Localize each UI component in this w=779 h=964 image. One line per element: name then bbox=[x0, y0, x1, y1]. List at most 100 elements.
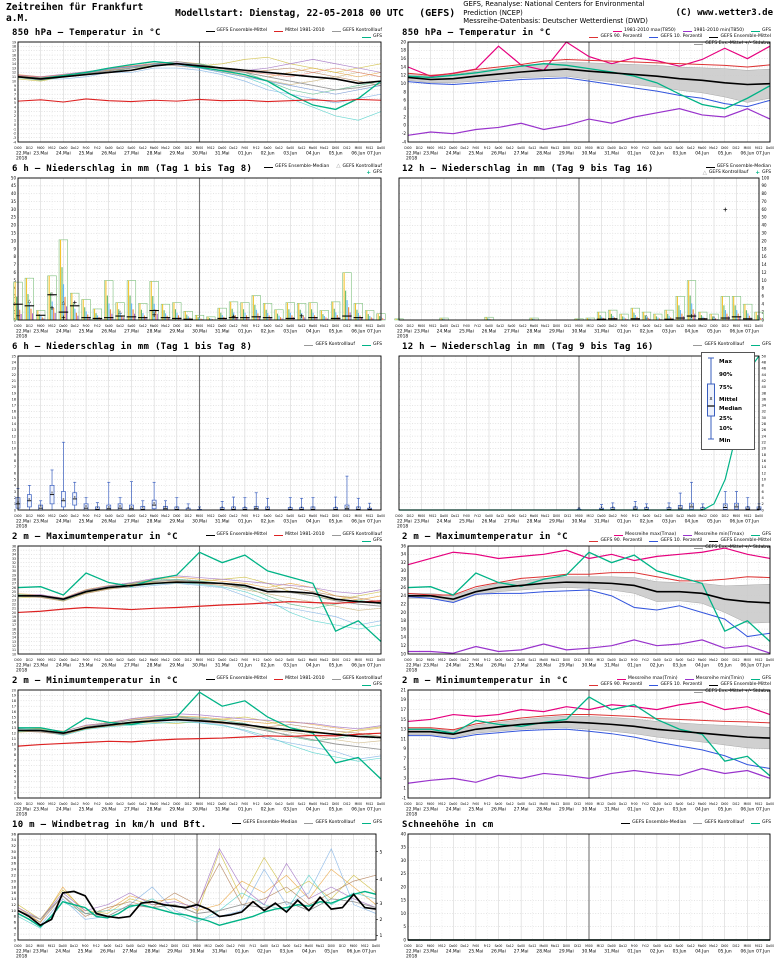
svg-text:42: 42 bbox=[762, 379, 767, 383]
svg-text:Fr00: Fr00 bbox=[83, 658, 90, 662]
svg-text:Mi12: Mi12 bbox=[366, 802, 373, 806]
svg-text:Fr12: Fr12 bbox=[94, 658, 101, 662]
svg-text:01.Jun: 01.Jun bbox=[238, 519, 252, 525]
svg-text:34: 34 bbox=[401, 552, 407, 557]
svg-text:2: 2 bbox=[403, 114, 406, 119]
svg-text:Mi00: Mi00 bbox=[418, 324, 425, 328]
line-swatch-icon bbox=[274, 31, 283, 32]
svg-text:Mo12: Mo12 bbox=[161, 658, 170, 662]
svg-text:03.Jun: 03.Jun bbox=[662, 329, 676, 335]
svg-text:48: 48 bbox=[762, 360, 767, 364]
svg-text:Mo12: Mo12 bbox=[541, 324, 550, 328]
svg-text:16: 16 bbox=[12, 710, 16, 714]
svg-text:24.Mai: 24.Mai bbox=[56, 807, 71, 813]
svg-text:30: 30 bbox=[401, 568, 407, 573]
svg-text:Mo12: Mo12 bbox=[551, 658, 560, 662]
panel-precip-6h-boxplot: 6 h – Niederschlag in mm (Tag 1 bis Tag … bbox=[0, 340, 390, 530]
svg-text:23.Mai: 23.Mai bbox=[414, 519, 429, 525]
svg-text:Di00: Di00 bbox=[332, 514, 339, 518]
panel-wind-10m: 10 m – Windbetrag in km/h und Bft.GEFS E… bbox=[0, 818, 390, 960]
svg-text:4: 4 bbox=[762, 302, 765, 307]
svg-text:Mo12: Mo12 bbox=[709, 658, 718, 662]
svg-text:Sa12: Sa12 bbox=[664, 944, 672, 948]
svg-text:Do12: Do12 bbox=[229, 514, 237, 518]
svg-text:Sa00: Sa00 bbox=[653, 944, 661, 948]
legend-label: GFS bbox=[762, 820, 771, 826]
svg-text:Di00: Di00 bbox=[395, 514, 402, 518]
svg-text:Di00: Di00 bbox=[404, 658, 411, 662]
svg-text:Di00: Di00 bbox=[332, 324, 339, 328]
svg-text:+: + bbox=[72, 299, 77, 306]
line-swatch-icon bbox=[751, 345, 760, 346]
svg-text:Mo12: Mo12 bbox=[320, 658, 329, 662]
svg-text:Do00: Do00 bbox=[766, 802, 774, 806]
panel-title: Schneehöhe in cm bbox=[402, 820, 494, 830]
svg-text:Do00: Do00 bbox=[597, 324, 605, 328]
svg-text:04.Jun: 04.Jun bbox=[306, 807, 320, 813]
svg-text:Sa12: Sa12 bbox=[506, 944, 514, 948]
svg-text:Mi12: Mi12 bbox=[438, 146, 445, 150]
svg-text:Di00: Di00 bbox=[404, 802, 411, 806]
svg-text:So00: So00 bbox=[286, 658, 294, 662]
page-header: Zeitreihen für Frankfurt a.M. Modellstar… bbox=[0, 0, 779, 26]
panel-title: 12 h – Niederschlag in mm (Tag 9 bis Tag… bbox=[402, 342, 654, 352]
svg-text:03.Jun: 03.Jun bbox=[283, 519, 297, 525]
svg-text:Do12: Do12 bbox=[226, 944, 234, 948]
svg-text:03.Jun: 03.Jun bbox=[673, 151, 687, 157]
svg-text:Sa00: Sa00 bbox=[643, 324, 651, 328]
svg-text:8: 8 bbox=[403, 89, 406, 94]
svg-text:Mi12: Mi12 bbox=[597, 802, 604, 806]
svg-text:Do00: Do00 bbox=[766, 146, 774, 150]
line-swatch-icon bbox=[706, 167, 715, 168]
svg-text:So12: So12 bbox=[676, 324, 684, 328]
svg-text:Di12: Di12 bbox=[722, 514, 729, 518]
svg-text:2018: 2018 bbox=[406, 812, 417, 818]
svg-text:28.Mai: 28.Mai bbox=[527, 329, 542, 335]
svg-text:25.Mai: 25.Mai bbox=[79, 519, 94, 525]
svg-text:06.Jun: 06.Jun bbox=[351, 329, 365, 335]
line-swatch-icon bbox=[362, 541, 371, 542]
svg-text:4: 4 bbox=[14, 484, 16, 488]
svg-text:29.Mai: 29.Mai bbox=[169, 519, 184, 525]
svg-text:Di12: Di12 bbox=[407, 324, 414, 328]
svg-text:02.Jun: 02.Jun bbox=[640, 329, 654, 335]
svg-text:So00: So00 bbox=[286, 324, 294, 328]
svg-text:Mo00: Mo00 bbox=[698, 658, 707, 662]
svg-text:32: 32 bbox=[762, 410, 767, 414]
svg-text:So00: So00 bbox=[665, 324, 673, 328]
svg-text:Mi12: Mi12 bbox=[429, 514, 436, 518]
svg-text:23.Mai: 23.Mai bbox=[33, 663, 48, 669]
svg-text:So12: So12 bbox=[298, 146, 306, 150]
svg-text:28.Mai: 28.Mai bbox=[536, 663, 551, 669]
legend-label: GEFS Kontrolllauf bbox=[704, 820, 743, 826]
svg-text:04.Jun: 04.Jun bbox=[695, 151, 709, 157]
svg-text:Di12: Di12 bbox=[343, 324, 350, 328]
svg-text:03.Jun: 03.Jun bbox=[673, 807, 687, 813]
svg-text:06.Jun: 06.Jun bbox=[351, 519, 365, 525]
svg-text:Di00: Di00 bbox=[14, 802, 21, 806]
svg-text:28.Mai: 28.Mai bbox=[536, 151, 551, 157]
svg-text:20: 20 bbox=[401, 884, 407, 889]
svg-text:x: x bbox=[747, 505, 749, 509]
svg-text:22: 22 bbox=[12, 373, 16, 377]
line-swatch-icon bbox=[683, 31, 692, 32]
svg-text:06.Jun: 06.Jun bbox=[730, 329, 744, 335]
svg-text:24.Mai: 24.Mai bbox=[56, 151, 71, 157]
svg-text:Fr12: Fr12 bbox=[250, 944, 257, 948]
svg-text:Do00: Do00 bbox=[59, 146, 67, 150]
svg-text:7: 7 bbox=[14, 465, 16, 469]
svg-text:6: 6 bbox=[14, 97, 16, 101]
svg-text:25.Mai: 25.Mai bbox=[469, 807, 484, 813]
svg-text:27.Mai: 27.Mai bbox=[514, 663, 529, 669]
svg-text:04.Jun: 04.Jun bbox=[306, 329, 320, 335]
svg-text:26.Mai: 26.Mai bbox=[491, 151, 506, 157]
svg-text:25.Mai: 25.Mai bbox=[79, 329, 94, 335]
svg-text:8: 8 bbox=[762, 286, 765, 291]
svg-text:29.Mai: 29.Mai bbox=[169, 329, 184, 335]
svg-text:28.Mai: 28.Mai bbox=[147, 519, 162, 525]
svg-text:Mo00: Mo00 bbox=[148, 944, 157, 948]
svg-text:0: 0 bbox=[14, 937, 17, 942]
svg-text:2: 2 bbox=[380, 917, 383, 923]
line-swatch-icon bbox=[362, 685, 371, 686]
svg-text:Mo00: Mo00 bbox=[309, 146, 318, 150]
